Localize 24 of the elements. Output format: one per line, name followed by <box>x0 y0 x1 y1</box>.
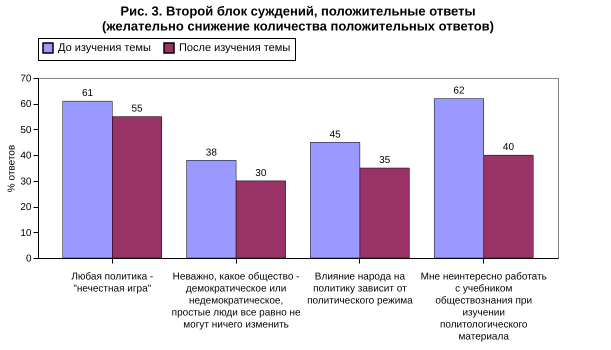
y-axis-title: % ответов <box>6 144 18 192</box>
y-tick-label: 50 <box>20 124 32 136</box>
chart-title: Рис. 3. Второй блок суждений, положительные ответы (желательно снижение количества положительных ответов) <box>102 4 494 34</box>
y-tick-label: 70 <box>20 74 32 84</box>
x-tick-label: Любая политика - "нечестная игра" <box>71 272 154 294</box>
y-tick-label: 40 <box>20 150 32 162</box>
y-tick-label: 60 <box>20 99 32 110</box>
data-label: 35 <box>379 155 391 166</box>
legend-label: До изучения темы <box>58 42 151 54</box>
y-tick-label: 30 <box>20 176 32 188</box>
legend-label: После изучения темы <box>179 42 290 54</box>
x-tick-label: Неважно, какое общество - демократическое или недемократическое, простые люди все равно не могут ничего изменить <box>172 272 301 330</box>
data-label: 30 <box>255 168 267 179</box>
y-tick-label: 10 <box>20 228 32 239</box>
data-label: 40 <box>502 142 514 154</box>
data-label: 55 <box>131 104 144 115</box>
y-tick-label: 0 <box>26 254 32 264</box>
data-label: 38 <box>206 147 218 158</box>
data-label: 61 <box>82 88 94 100</box>
data-label: 45 <box>330 129 342 140</box>
y-tick-label: 20 <box>20 202 32 214</box>
x-tick-label: Влияние народа на политику зависит от политического режима <box>307 272 414 306</box>
x-tick-label: Мне неинтересно работать с учебником обществознания при изучении политологического материала <box>420 272 547 342</box>
data-label: 62 <box>453 86 465 97</box>
